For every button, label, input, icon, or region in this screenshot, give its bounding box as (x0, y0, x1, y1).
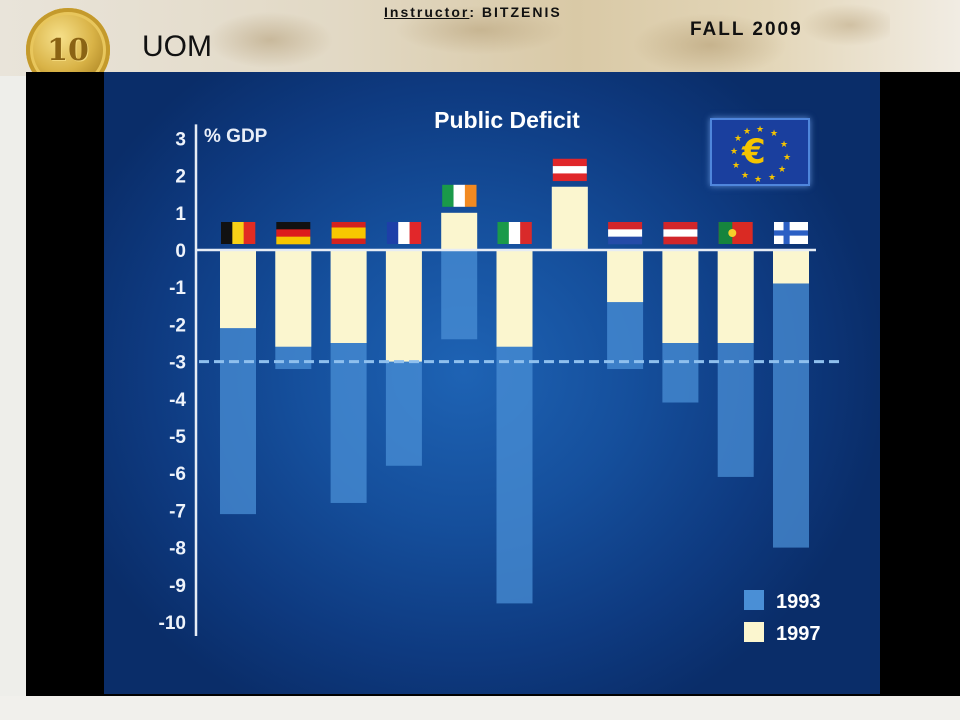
bar-1997-italy (496, 250, 533, 347)
bar-1997-belgium (220, 250, 256, 329)
luxembourg-flag-icon (552, 158, 587, 182)
eu-stars-icon: ★ ★ ★ ★ ★ ★ ★ ★ ★ ★ ★ ★ (730, 124, 792, 184)
bottom-margin (0, 696, 960, 720)
instructor-name: : BITZENIS (469, 4, 562, 20)
y-tick-label: -6 (169, 464, 186, 485)
bar-1997-germany (275, 250, 312, 347)
public-deficit-chart: Public Deficit % GDP 3 2 1 0 -1 -2 -3 -4 -5 -6 -7 -8 -… (159, 107, 840, 645)
y-tick-label: -10 (159, 613, 186, 634)
y-tick-label: -9 (169, 576, 186, 597)
org-label: UOM (142, 30, 212, 63)
bar-1997-portugal (717, 250, 754, 343)
legend-label-1997: 1997 (776, 623, 821, 645)
legend-label-1993: 1993 (776, 591, 821, 613)
belgium-flag-icon (221, 222, 256, 244)
netherlands-flag-icon (608, 222, 643, 245)
y-axis-label: % GDP (204, 126, 268, 147)
y-tick-label: 0 (175, 241, 186, 262)
euro-sign-icon: € (742, 132, 766, 172)
y-tick-label: -1 (169, 278, 186, 299)
y-tick-label: 1 (175, 204, 186, 225)
instructor-line: Instructor: BITZENIS (384, 4, 562, 20)
france-flag-icon (386, 222, 422, 244)
y-tick-label: 3 (175, 129, 186, 150)
term-label: FALL 2009 (690, 19, 803, 40)
finland-flag-icon (774, 222, 808, 244)
y-tick-label: 2 (175, 167, 186, 188)
spain-flag-icon (331, 222, 366, 244)
y-tick-label: -5 (169, 427, 186, 448)
chart-title: Public Deficit (434, 107, 580, 133)
italy-flag-icon (497, 222, 532, 244)
y-tick-label: -3 (169, 353, 186, 374)
austria-flag-icon (663, 222, 698, 245)
chart-panel: Public Deficit % GDP 3 2 1 0 -1 -2 -3 -4 -5 -6 -7 -8 -… (104, 72, 880, 694)
legend-swatch-1993 (744, 590, 764, 610)
bar-1997-luxembourg (551, 186, 588, 250)
instructor-label: Instructor (384, 4, 470, 20)
coin-value: 10 (47, 32, 89, 68)
world-map-background (150, 0, 890, 76)
bar-1997-netherlands (607, 250, 644, 303)
bar-1997-france (385, 250, 422, 362)
euro-coin-logo: 10 (26, 8, 110, 76)
bar-1997-finland (773, 250, 809, 284)
y-tick-label: -8 (169, 539, 186, 560)
slide-header: 10 UOM Instructor: BITZENIS FALL 2009 (0, 0, 960, 76)
eu-flag-icon: ★ ★ ★ ★ ★ ★ ★ ★ ★ ★ ★ ★ € (710, 118, 810, 186)
germany-flag-icon (276, 222, 311, 245)
bar-1993-finland (773, 250, 809, 548)
bar-1997-spain (330, 250, 367, 343)
y-tick-label: -4 (169, 390, 186, 411)
bar-1997-ireland (441, 212, 478, 250)
bar-1993-ireland (441, 250, 478, 340)
ireland-flag-icon (442, 184, 477, 207)
left-margin (0, 76, 26, 696)
y-tick-label: -7 (169, 501, 186, 522)
bar-1997-austria (662, 250, 699, 343)
y-tick-label: -2 (169, 315, 186, 336)
legend-swatch-1997 (744, 622, 764, 642)
portugal-flag-icon (718, 222, 753, 244)
